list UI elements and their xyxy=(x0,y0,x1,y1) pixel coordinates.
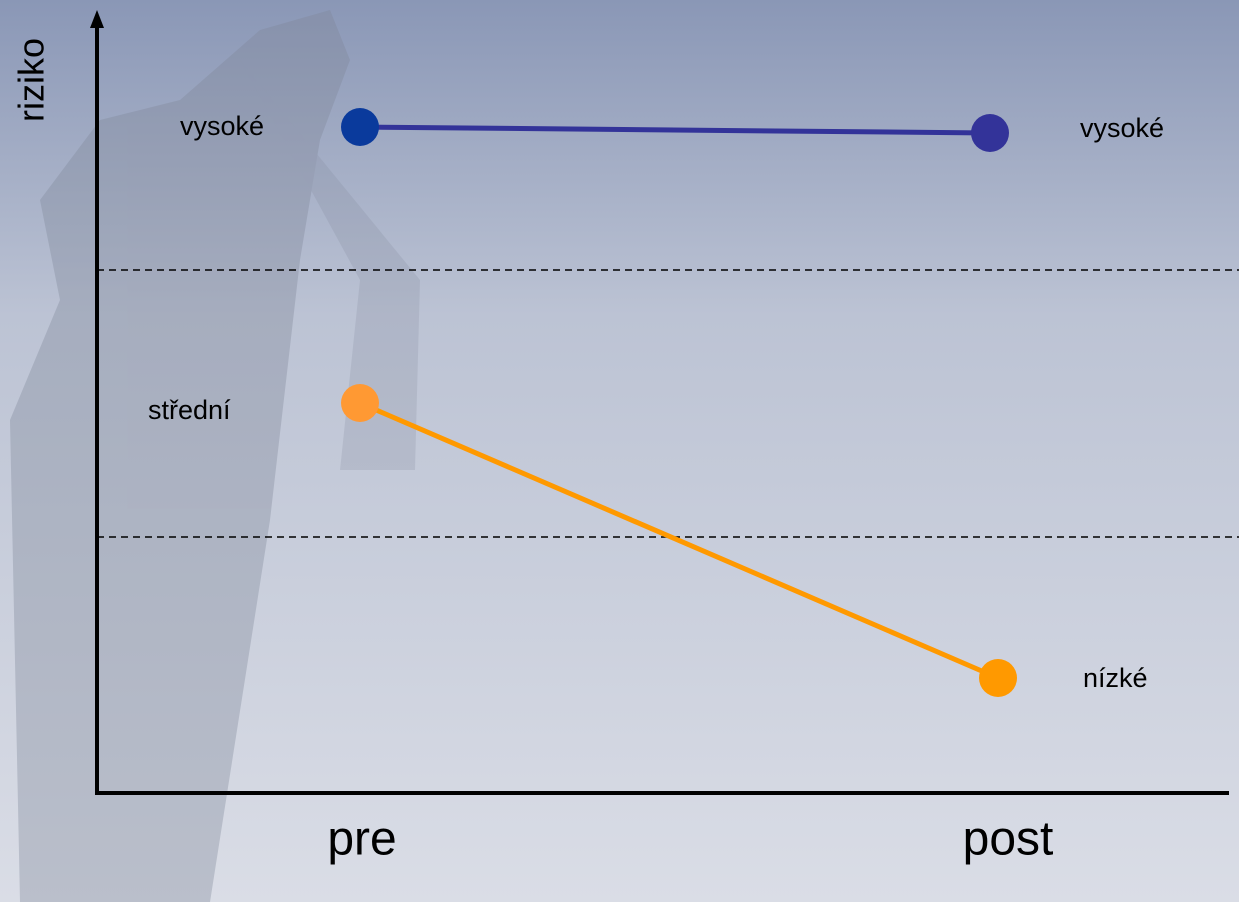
level-label: vysoké xyxy=(1080,113,1164,143)
level-label: nízké xyxy=(1083,663,1148,693)
level-label: střední xyxy=(148,395,231,425)
point xyxy=(971,114,1009,152)
connector-line xyxy=(359,400,999,681)
x-label: pre xyxy=(327,813,396,866)
point xyxy=(341,108,379,146)
y-axis-label: riziko xyxy=(11,38,52,122)
point xyxy=(979,659,1017,697)
point xyxy=(341,384,379,422)
connector-line xyxy=(359,124,991,136)
y-axis-arrow xyxy=(90,10,104,28)
level-label: vysoké xyxy=(180,111,264,141)
x-label: post xyxy=(963,813,1054,866)
